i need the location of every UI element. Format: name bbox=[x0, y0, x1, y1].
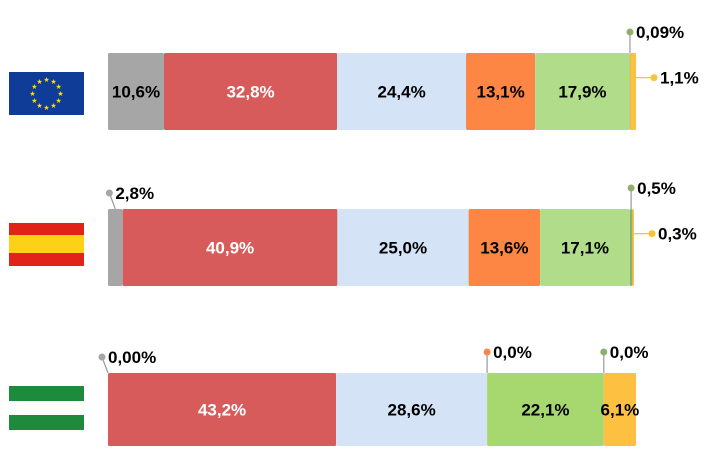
eu-star-icon: ★ bbox=[55, 97, 61, 105]
bar-1-segment-1 bbox=[122, 209, 338, 286]
bars-layer: 10,6% 32,8% 24,4% 13,1% 17,9% 0,09% 1,1% 2,8% 40… bbox=[98, 23, 699, 446]
callout-dot bbox=[483, 348, 491, 356]
data-label: 22,1% bbox=[521, 401, 569, 420]
eu-stars: ★ ★★★★★★★★★★★ bbox=[29, 76, 63, 112]
callout-dot bbox=[626, 28, 634, 36]
data-label: 43,2% bbox=[198, 401, 246, 420]
data-label: 24,4% bbox=[377, 83, 425, 102]
eu-star-icon: ★ bbox=[36, 102, 42, 110]
callout-dot bbox=[648, 230, 656, 238]
bar-2-segment-6 bbox=[603, 373, 636, 446]
eu-star-icon: ★ bbox=[31, 83, 37, 91]
bar-0-segment-4 bbox=[535, 53, 630, 130]
eu-star-icon: ★ bbox=[55, 83, 61, 91]
bar-1-segment-4 bbox=[540, 209, 630, 286]
andalusia-flag bbox=[9, 386, 84, 430]
spain-flag bbox=[9, 223, 84, 266]
bar-1-segment-2 bbox=[337, 209, 469, 286]
bar-0-segment-1 bbox=[163, 53, 338, 130]
data-label: 6,1% bbox=[601, 401, 640, 420]
bar-0-segment-6 bbox=[630, 53, 636, 130]
bar-1-segment-3 bbox=[468, 209, 541, 286]
data-label: 13,6% bbox=[480, 239, 528, 258]
data-label: 13,1% bbox=[477, 83, 525, 102]
callout-label: 2,8% bbox=[115, 184, 154, 203]
callout-label: 0,5% bbox=[637, 179, 676, 198]
callout-dot bbox=[627, 184, 635, 192]
callout-dot bbox=[105, 189, 113, 197]
eu-star-icon: ★ bbox=[43, 104, 49, 112]
eu-star-icon: ★ bbox=[43, 76, 49, 84]
bar-0-segment-3 bbox=[466, 53, 536, 130]
eu-flag: ★ ★★★★★★★★★★★ bbox=[9, 72, 84, 115]
eu-star-icon: ★ bbox=[50, 78, 56, 86]
eu-star-icon: ★ bbox=[29, 90, 35, 98]
bar-1-segment-0 bbox=[108, 209, 123, 286]
callout-label: 0,0% bbox=[493, 343, 532, 362]
callout-dot bbox=[600, 348, 608, 356]
bar-0-segment-0 bbox=[108, 53, 164, 130]
callout-label: 1,1% bbox=[660, 69, 699, 88]
bar-2-segment-2 bbox=[336, 373, 488, 446]
callout-label: 0,00% bbox=[108, 348, 156, 367]
bar-0-segment-2 bbox=[337, 53, 467, 130]
callout-dot bbox=[98, 353, 106, 361]
data-label: 25,0% bbox=[379, 239, 427, 258]
bar-1-segment-6 bbox=[632, 209, 634, 286]
data-label: 17,1% bbox=[561, 239, 609, 258]
data-label: 17,9% bbox=[558, 83, 606, 102]
callout-label: 0,3% bbox=[658, 225, 697, 244]
bar-1-segment-5 bbox=[629, 209, 633, 286]
callout-dot bbox=[650, 74, 658, 82]
callout-label: 0,0% bbox=[610, 343, 649, 362]
data-label: 40,9% bbox=[206, 239, 254, 258]
eu-star-icon: ★ bbox=[50, 102, 56, 110]
bar-2-segment-4 bbox=[487, 373, 604, 446]
data-label: 32,8% bbox=[226, 83, 274, 102]
data-label: 10,6% bbox=[112, 83, 160, 102]
callout-label: 0,09% bbox=[636, 23, 684, 42]
data-label: 28,6% bbox=[387, 401, 435, 420]
bar-2-segment-1 bbox=[108, 373, 337, 446]
eu-star-icon: ★ bbox=[57, 90, 63, 98]
eu-star-icon: ★ bbox=[36, 78, 42, 86]
eu-star-icon: ★ bbox=[31, 97, 37, 105]
